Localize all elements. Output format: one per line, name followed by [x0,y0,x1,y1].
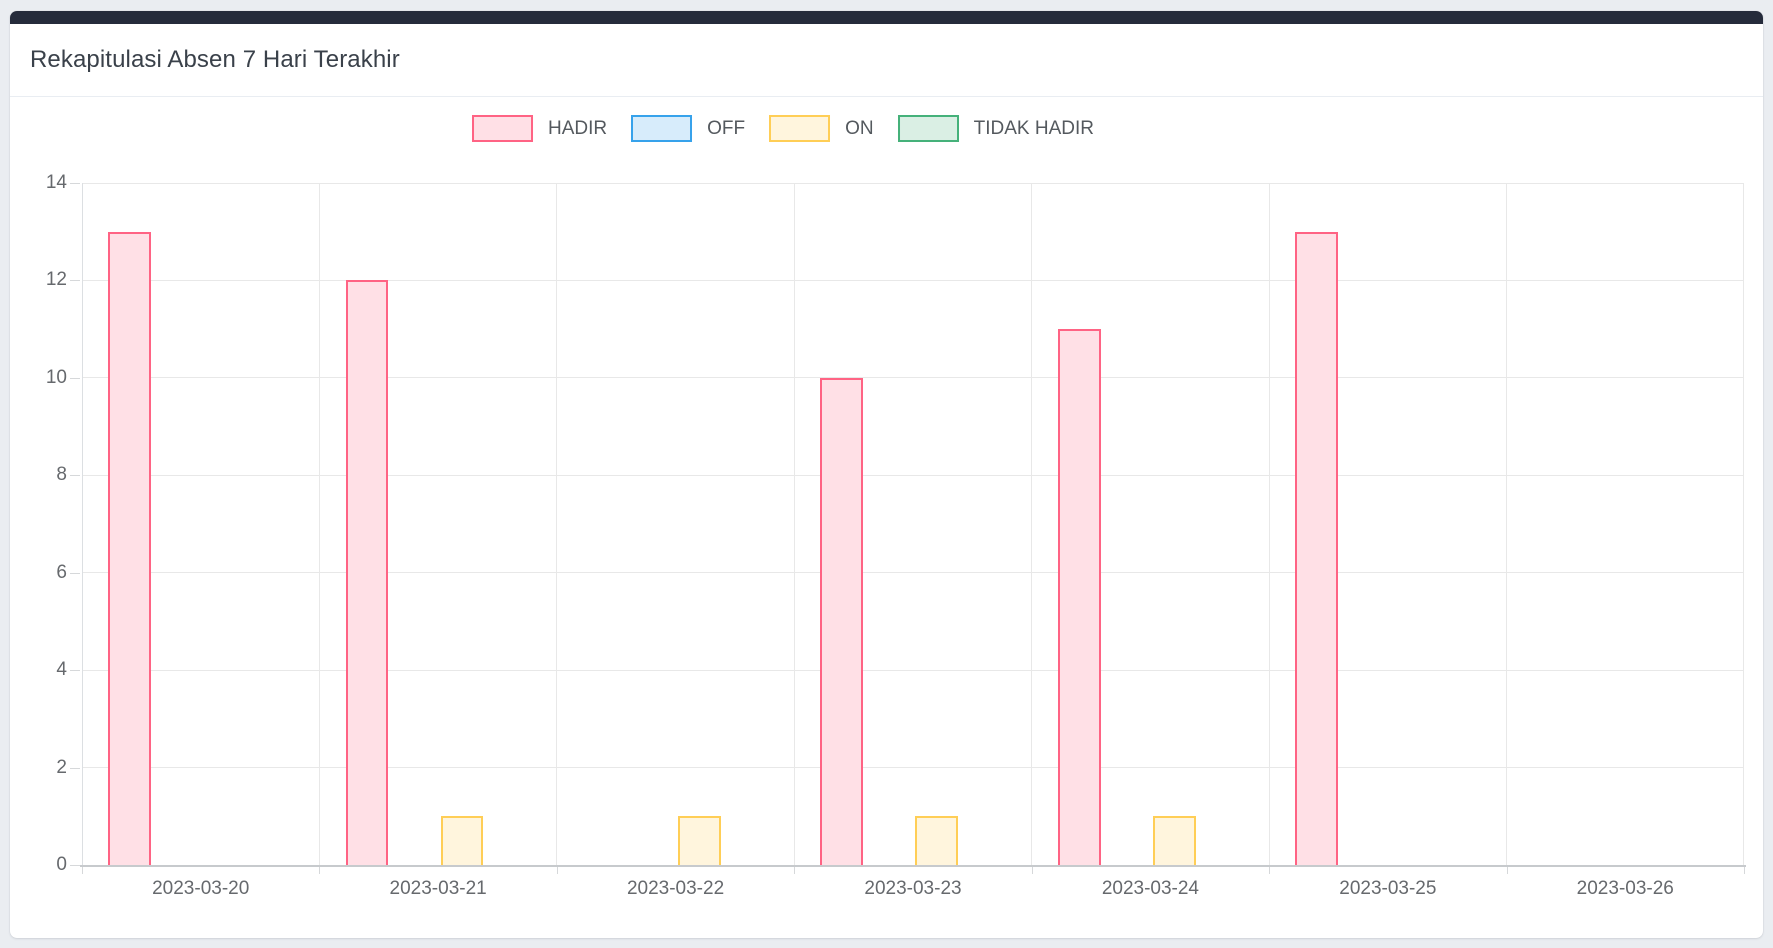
legend-swatch-icon [631,115,693,142]
legend-swatch-icon [897,115,959,142]
bar-on-2023-03-21[interactable] [440,816,484,865]
x-axis-tick [1744,867,1745,874]
y-axis-label-4: 4 [56,659,67,681]
legend-label: OFF [707,117,746,139]
card-header: Rekapitulasi Absen 7 Hari Terakhir [10,24,1763,97]
y-axis-label-10: 10 [45,366,67,388]
x-axis-label-2023-03-22: 2023-03-22 [626,878,725,899]
gridline-h-8 [82,474,1744,476]
x-axis-label-2023-03-21: 2023-03-21 [389,878,487,899]
legend-label: TIDAK HADIR [973,117,1094,139]
bar-hadir-2023-03-21[interactable] [345,280,389,865]
gridline-v-1 [318,183,320,865]
y-axis-tick [70,767,80,769]
y-axis-tick [70,865,80,866]
y-axis-tick [70,377,80,379]
gridline-h-10 [82,377,1744,379]
x-axis-label-2023-03-20: 2023-03-20 [152,878,250,899]
x-axis-tick [794,867,796,874]
bar-on-2023-03-23[interactable] [915,816,959,865]
gridline-v-6 [1506,183,1508,865]
x-axis-tick [556,867,558,874]
y-axis-label-12: 12 [45,269,67,291]
legend-swatch-icon [769,115,831,142]
gridline-v-7 [1743,183,1744,865]
x-axis-tick [82,867,83,874]
legend-item-off[interactable]: OFF [631,115,745,142]
x-axis-tick [1506,867,1508,874]
gridline-h-14 [82,182,1744,184]
bar-hadir-2023-03-25[interactable] [1295,232,1338,865]
bar-on-2023-03-22[interactable] [677,816,721,865]
legend-item-hadir[interactable]: HADIR [472,115,607,142]
x-axis-tick [319,867,321,874]
gridline-v-4 [1031,183,1033,865]
page-title: Rekapitulasi Absen 7 Hari Terakhir [30,46,400,73]
x-axis-line [80,865,1746,867]
x-axis-label-2023-03-23: 2023-03-23 [864,878,962,899]
bar-hadir-2023-03-24[interactable] [1057,329,1101,865]
x-axis-label-2023-03-24: 2023-03-24 [1101,878,1200,899]
legend-label: ON [845,117,874,139]
legend-label: HADIR [548,117,608,139]
chart-plot-area [81,182,1744,865]
x-axis-label-2023-03-25: 2023-03-25 [1339,878,1437,899]
chart-canvas: HADIR OFF ON TIDAK HADIR 0 2 4 6 8 10 12 14 2023-0… [10,97,1763,938]
gridline-h-6 [82,572,1744,574]
y-axis-label-14: 14 [45,172,67,193]
y-axis-label-0: 0 [56,854,67,875]
y-axis-line [81,183,83,865]
x-axis-tick [1031,867,1033,874]
gridline-v-3 [793,183,795,865]
legend-item-tidak-hadir[interactable]: TIDAK HADIR [897,115,1094,142]
bar-on-2023-03-24[interactable] [1152,816,1196,865]
gridline-h-4 [82,669,1744,671]
y-axis-tick [70,475,80,477]
y-axis-tick [70,572,80,574]
bar-hadir-2023-03-20[interactable] [108,232,151,865]
y-axis-label-2: 2 [56,756,67,778]
gridline-v-2 [556,183,558,865]
card-top-accent [10,11,1763,24]
y-axis-tick [70,183,80,184]
x-axis-label-2023-03-26: 2023-03-26 [1576,878,1674,899]
gridline-h-2 [82,767,1744,769]
chart-card: Rekapitulasi Absen 7 Hari Terakhir HADIR… [10,11,1763,938]
x-axis-tick [1269,867,1271,874]
y-axis-tick [70,670,80,672]
legend-item-on[interactable]: ON [769,115,874,142]
chart-legend: HADIR OFF ON TIDAK HADIR [472,115,1094,142]
gridline-v-5 [1268,183,1270,865]
bar-hadir-2023-03-23[interactable] [820,378,864,865]
legend-swatch-icon [472,115,534,142]
y-axis-label-6: 6 [56,561,67,583]
y-axis-label-8: 8 [56,464,67,486]
gridline-h-12 [82,279,1744,281]
y-axis-tick [70,280,80,282]
